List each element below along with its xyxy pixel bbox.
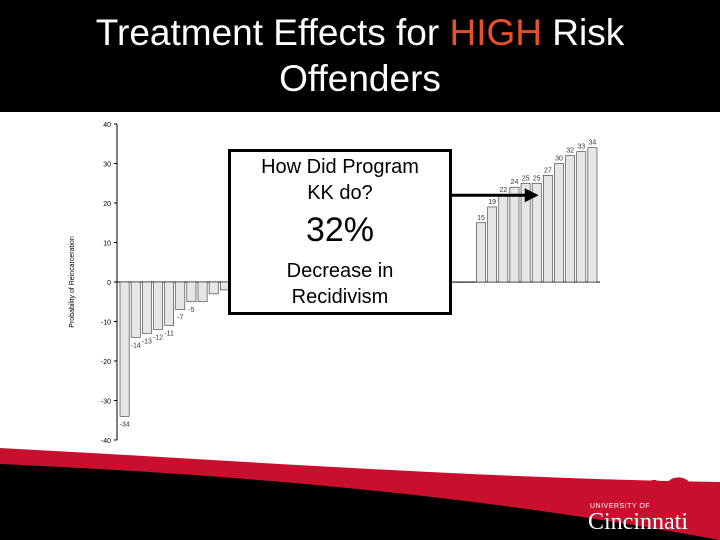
bar-value-label: -5 (188, 307, 194, 314)
bar-0 (119, 281, 130, 417)
bar-39 (554, 163, 564, 283)
callout-percent: 32% (305, 211, 375, 249)
bar-value-label: 15 (477, 215, 485, 222)
bar-value-label: -34 (120, 421, 130, 428)
y-axis-label: Probability of Reincarceration (69, 236, 76, 328)
bar-value-label: 34 (589, 140, 597, 147)
bar-33 (487, 206, 498, 283)
bar-41 (576, 151, 587, 283)
bar-value-label: 33 (577, 144, 585, 151)
bar-6 (186, 281, 197, 303)
logo-cincinnati: Cincinnati (588, 509, 688, 535)
bar-4 (164, 281, 174, 326)
bar-value-label: 25 (533, 175, 541, 182)
bar-5 (175, 281, 186, 310)
bar-value-label: 19 (488, 199, 496, 206)
bar-7 (197, 281, 208, 303)
bar-40 (565, 155, 576, 283)
bar-value-label: -11 (164, 330, 174, 337)
title-highlight: HIGH (449, 12, 542, 53)
bar-30 (453, 281, 464, 283)
title-part2: Risk Offenders (279, 12, 625, 99)
bar-8 (208, 281, 219, 295)
bar-38 (543, 175, 553, 283)
bar-value-label: -14 (131, 342, 141, 349)
y-tick-label: 10 (103, 241, 111, 248)
title-bar (0, 0, 720, 112)
y-tick-label: -40 (101, 438, 111, 445)
bar-36 (520, 182, 531, 283)
bar-value-label: 32 (566, 148, 574, 155)
y-tick-label: -10 (101, 320, 111, 327)
bar-value-label: -13 (142, 338, 152, 345)
bar-value-label: -12 (153, 334, 163, 341)
y-tick-label: -30 (101, 399, 111, 406)
bar-1 (130, 281, 141, 338)
y-tick-label: 30 (103, 162, 111, 169)
slide-title: Treatment Effects for HIGH Risk Offender… (40, 10, 680, 102)
bar-31 (465, 281, 475, 283)
y-tick-label: 0 (107, 280, 111, 287)
bar-42 (587, 147, 598, 283)
title-part1: Treatment Effects for (95, 12, 450, 53)
y-tick-label: 20 (103, 201, 111, 208)
bar-2 (141, 281, 152, 334)
y-tick-label: 40 (103, 122, 111, 129)
y-tick-label: -20 (101, 359, 111, 366)
bar-37 (531, 182, 542, 283)
callout-result: Decrease in Recidivism (286, 260, 394, 308)
callout-arrow-head (524, 188, 539, 203)
logo-university-of: UNIVERSITY OF (590, 503, 651, 510)
bar-32 (476, 222, 486, 283)
callout-question: How Did Program KK do? (261, 156, 419, 204)
bar-value-label: 22 (499, 187, 507, 194)
program-kk-callout: How Did Program KK do? 32% Decrease in R… (228, 149, 452, 315)
bar-35 (509, 186, 520, 283)
bar-value-label: 25 (522, 175, 530, 182)
bar-3 (153, 281, 163, 330)
bar-value-label: 24 (511, 179, 519, 186)
footer-band (0, 448, 720, 540)
bar-value-label: 30 (555, 156, 563, 163)
bar-value-label: 27 (544, 167, 552, 174)
uc-logo-emblem (651, 477, 690, 509)
bar-34 (498, 194, 509, 283)
bar-value-label: -7 (177, 315, 183, 322)
